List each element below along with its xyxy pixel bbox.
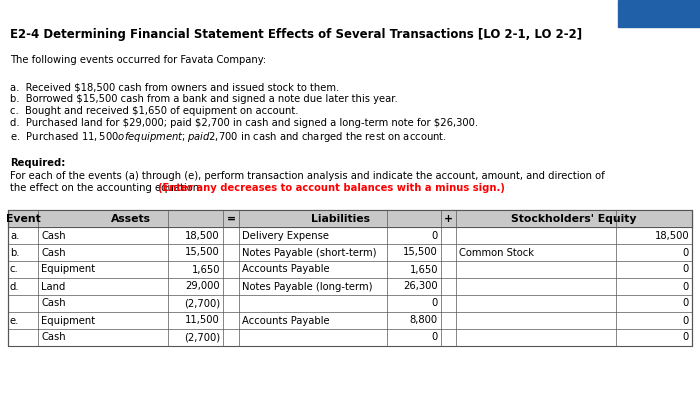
Bar (8, 312, 692, 329)
Text: Accounts Payable: Accounts Payable (242, 264, 330, 274)
Bar (8, 278, 692, 295)
Text: Equipment: Equipment (41, 316, 95, 326)
Text: e.: e. (10, 316, 20, 326)
Text: Delivery Expense: Delivery Expense (242, 231, 329, 241)
Text: b.: b. (10, 248, 20, 258)
Text: (2,700): (2,700) (184, 332, 220, 342)
Text: Cash: Cash (41, 231, 66, 241)
Text: Assets: Assets (111, 214, 150, 224)
Bar (8, 210, 692, 346)
Bar (618, 0, 700, 27)
Bar (8, 261, 692, 278)
Bar (8, 227, 692, 244)
Text: 1,650: 1,650 (410, 264, 438, 274)
Text: For each of the events (a) through (e), perform transaction analysis and indicat: For each of the events (a) through (e), … (10, 171, 605, 181)
Text: b.  Borrowed $15,500 cash from a bank and signed a note due later this year.: b. Borrowed $15,500 cash from a bank and… (10, 94, 398, 104)
Text: +: + (444, 214, 453, 224)
Text: Cash: Cash (41, 248, 66, 258)
Text: 0: 0 (682, 264, 689, 274)
Text: Notes Payable (short-term): Notes Payable (short-term) (242, 248, 377, 258)
Text: 0: 0 (432, 299, 438, 309)
Bar (8, 295, 692, 312)
Text: 11,500: 11,500 (186, 316, 220, 326)
Text: 18,500: 18,500 (186, 231, 220, 241)
Text: 0: 0 (682, 248, 689, 258)
Text: c.: c. (10, 264, 19, 274)
Text: 15,500: 15,500 (186, 248, 220, 258)
Text: Accounts Payable: Accounts Payable (242, 316, 330, 326)
Text: Common Stock: Common Stock (459, 248, 534, 258)
Text: 1,650: 1,650 (192, 264, 220, 274)
Text: E2-4 Determining Financial Statement Effects of Several Transactions [LO 2-1, LO: E2-4 Determining Financial Statement Eff… (10, 28, 582, 41)
Text: 0: 0 (682, 316, 689, 326)
Bar (8, 329, 692, 346)
Text: d.  Purchased land for $29,000; paid $2,700 in cash and signed a long-term note : d. Purchased land for $29,000; paid $2,7… (10, 118, 478, 128)
Text: 18,500: 18,500 (654, 231, 689, 241)
Text: 0: 0 (432, 332, 438, 342)
Text: 0: 0 (682, 281, 689, 291)
Text: (2,700): (2,700) (184, 299, 220, 309)
Text: Cash: Cash (41, 299, 66, 309)
Text: 29,000: 29,000 (186, 281, 220, 291)
Text: =: = (227, 214, 235, 224)
Text: Equipment: Equipment (41, 264, 95, 274)
Text: The following events occurred for Favata Company:: The following events occurred for Favata… (10, 55, 266, 65)
Text: 15,500: 15,500 (403, 248, 438, 258)
Text: 26,300: 26,300 (403, 281, 438, 291)
Bar (8, 244, 692, 261)
Text: 0: 0 (432, 231, 438, 241)
Text: Land: Land (41, 281, 65, 291)
Text: e.  Purchased $11,500 of equipment; paid $2,700 in cash and charged the rest on : e. Purchased $11,500 of equipment; paid … (10, 130, 447, 144)
Text: c.  Bought and received $1,650 of equipment on account.: c. Bought and received $1,650 of equipme… (10, 106, 298, 116)
Text: Notes Payable (long-term): Notes Payable (long-term) (242, 281, 372, 291)
Text: 8,800: 8,800 (410, 316, 438, 326)
Text: Required:: Required: (10, 158, 65, 168)
Text: 0: 0 (682, 299, 689, 309)
Text: 0: 0 (682, 332, 689, 342)
Bar (8, 210, 692, 227)
Text: (Enter any decreases to account balances with a minus sign.): (Enter any decreases to account balances… (158, 183, 505, 193)
Text: Event: Event (6, 214, 41, 224)
Text: Cash: Cash (41, 332, 66, 342)
Text: a.  Received $18,500 cash from owners and issued stock to them.: a. Received $18,500 cash from owners and… (10, 82, 340, 92)
Text: the effect on the accounting equation.: the effect on the accounting equation. (10, 183, 206, 193)
Text: d.: d. (10, 281, 20, 291)
Text: Liabilities: Liabilities (311, 214, 370, 224)
Text: a.: a. (10, 231, 20, 241)
Text: Stockholders' Equity: Stockholders' Equity (511, 214, 637, 224)
